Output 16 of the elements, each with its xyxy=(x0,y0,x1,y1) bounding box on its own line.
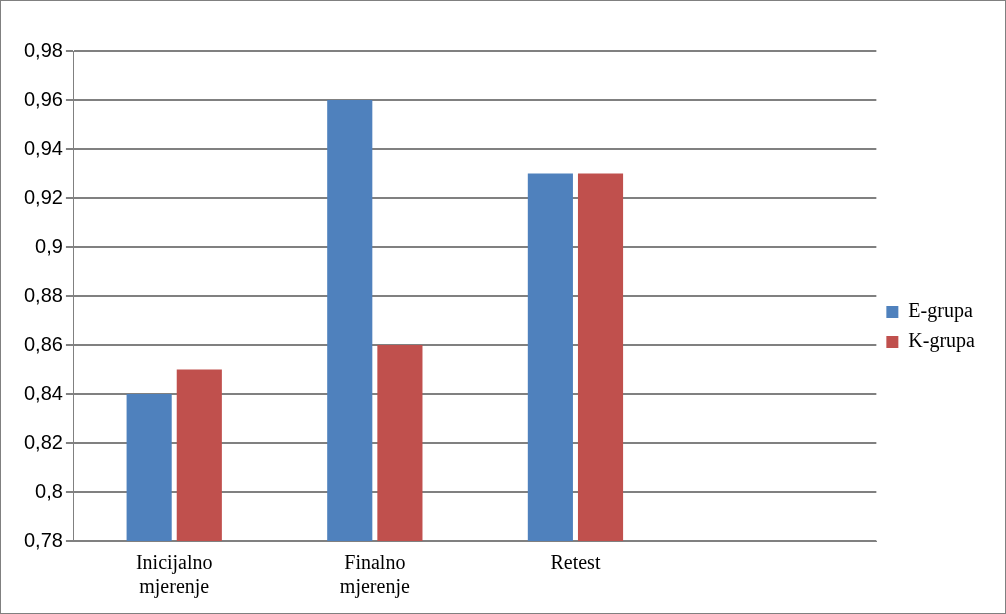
y-tick-label: 0,84 xyxy=(23,381,63,404)
legend-label: E-grupa xyxy=(908,299,973,323)
y-tick-label: 0,86 xyxy=(23,332,63,355)
y-tick-label: 0,8 xyxy=(35,479,63,502)
y-tick-label: 0,88 xyxy=(23,283,63,306)
x-tick-label: Inicijalno mjerenje xyxy=(135,551,213,599)
y-tick-label: 0,82 xyxy=(23,430,63,453)
x-tick-label: Finalno mjerenje xyxy=(339,551,410,599)
y-tick-label: 0,78 xyxy=(23,528,63,551)
y-tick-label: 0,98 xyxy=(23,38,63,61)
legend-label: K-grupa xyxy=(908,329,976,353)
x-tick-label: Retest xyxy=(550,551,601,574)
y-tick-label: 0,96 xyxy=(23,87,63,110)
y-tick-label: 0,92 xyxy=(23,185,63,208)
y-tick-label: 0,94 xyxy=(23,136,63,159)
y-tick-label: 0,9 xyxy=(35,234,63,257)
